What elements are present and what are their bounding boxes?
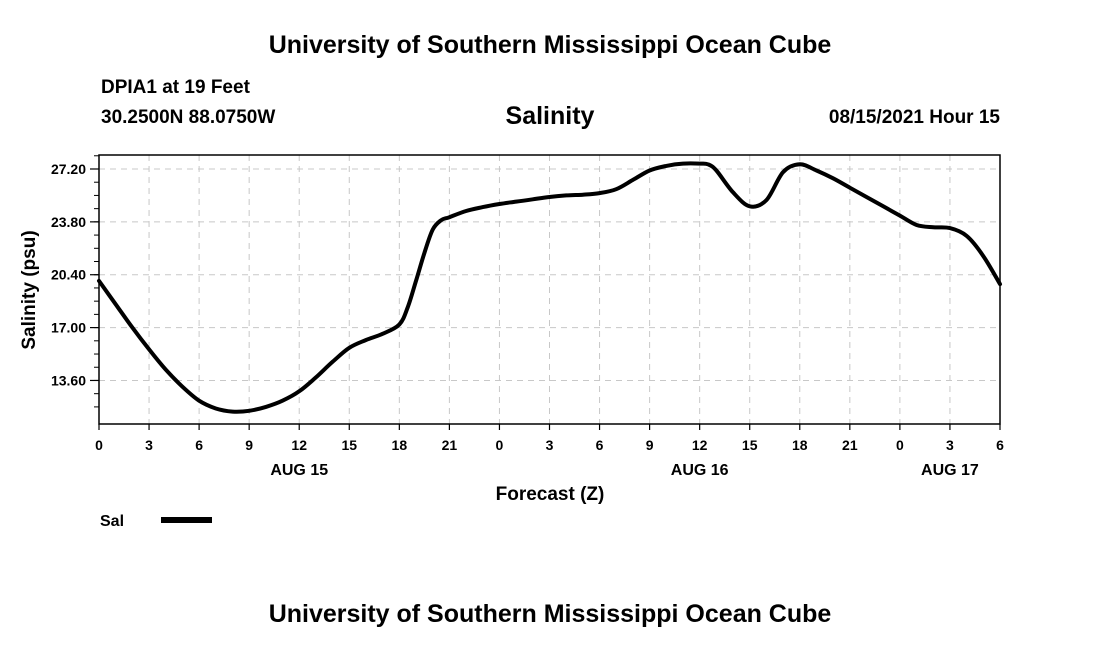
- day-label: AUG 16: [671, 462, 729, 479]
- x-tick-label: 18: [792, 437, 808, 453]
- x-tick-label: 0: [496, 437, 504, 453]
- y-tick-label: 27.20: [51, 161, 86, 177]
- x-tick-label: 3: [946, 437, 954, 453]
- grid: [99, 155, 1000, 424]
- y-axis-label: Salinity (psu): [19, 230, 40, 349]
- x-axis-label: Forecast (Z): [496, 484, 605, 505]
- x-tick-label: 15: [341, 437, 357, 453]
- y-tick-label: 17.00: [51, 320, 86, 336]
- x-tick-label: 6: [195, 437, 203, 453]
- y-tick-label: 23.80: [51, 214, 86, 230]
- footer-title: University of Southern Mississippi Ocean…: [268, 600, 832, 628]
- x-tick-label: 6: [596, 437, 604, 453]
- x-tick-label: 6: [996, 437, 1004, 453]
- chart-title: Salinity: [505, 102, 595, 130]
- day-label: AUG 17: [921, 462, 979, 479]
- y-tick-label: 20.40: [51, 267, 86, 283]
- series-layer: [97, 161, 1002, 414]
- plot-frame: [98, 154, 1001, 425]
- day-label: AUG 15: [270, 462, 328, 479]
- legend-label-sal: Sal: [100, 513, 124, 530]
- x-tick-label: 21: [842, 437, 858, 453]
- station-coordinates: 30.2500N 88.0750W: [101, 107, 276, 128]
- page-title: University of Southern Mississippi Ocean…: [268, 31, 832, 59]
- tick-labels: 0 3 6 9 12 15 18 21 0 3 6 9 12 15 18 21 0 3 6 13.60 17.00 20.…: [51, 161, 1004, 479]
- x-tick-label: 12: [291, 437, 307, 453]
- x-tick-label: 21: [442, 437, 458, 453]
- forecast-datetime: 08/15/2021 Hour 15: [828, 107, 1000, 128]
- x-tick-label: 9: [245, 437, 253, 453]
- x-tick-label: 0: [896, 437, 904, 453]
- station-label: DPIA1 at 19 Feet: [101, 77, 250, 98]
- axis-ticks: [90, 155, 1001, 430]
- x-tick-label: 9: [646, 437, 654, 453]
- x-tick-label: 15: [742, 437, 758, 453]
- x-tick-label: 3: [145, 437, 153, 453]
- x-tick-label: 12: [692, 437, 708, 453]
- series-line-sal: [97, 161, 1002, 414]
- legend: Sal: [100, 513, 212, 530]
- x-tick-label: 0: [95, 437, 103, 453]
- y-tick-label: 13.60: [51, 372, 86, 388]
- x-tick-label: 3: [546, 437, 554, 453]
- x-tick-label: 18: [392, 437, 408, 453]
